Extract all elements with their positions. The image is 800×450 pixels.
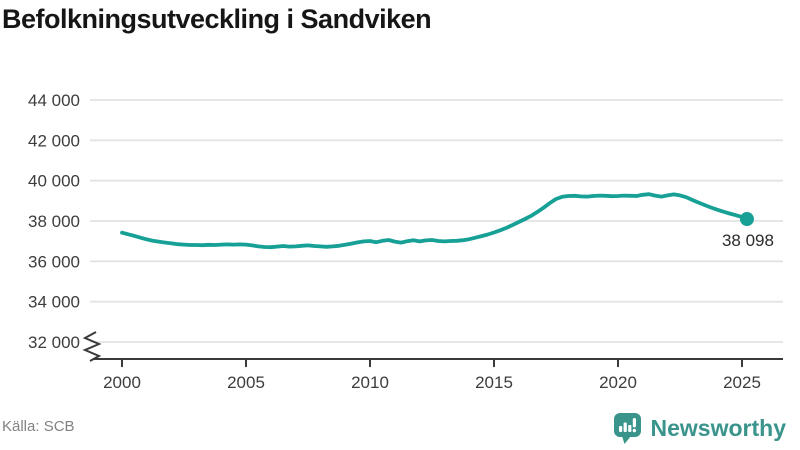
y-axis-tick-label: 40 000 [28,172,80,191]
newsworthy-wordmark: Newsworthy [650,415,786,441]
y-axis-tick-label: 34 000 [28,293,80,312]
population-series-line [120,192,749,250]
x-axis-tick-label: 2010 [351,373,389,392]
y-axis-tick-label: 36 000 [28,252,80,271]
y-axis-tick-label: 32 000 [28,333,80,352]
y-axis-tick-label: 38 000 [28,212,80,231]
end-point-marker [739,212,754,227]
x-axis-tick-label: 2005 [227,373,265,392]
y-axis-tick-label: 44 000 [28,91,80,110]
page-title: Befolkningsutveckling i Sandviken [2,4,432,34]
x-axis-tick-label: 2020 [599,373,637,392]
source-note: Källa: SCB [2,418,75,435]
y-axis-tick-label: 42 000 [28,131,80,150]
x-axis-tick-label: 2025 [723,373,761,392]
end-point-value-label: 38 098 [722,231,774,250]
x-axis-tick-label: 2000 [103,373,141,392]
newsworthy-logo-icon [613,413,641,444]
axis-break-icon [82,331,102,362]
x-axis-tick-label: 2015 [475,373,513,392]
newsworthy-brand-link[interactable]: Newsworthy [613,412,786,445]
